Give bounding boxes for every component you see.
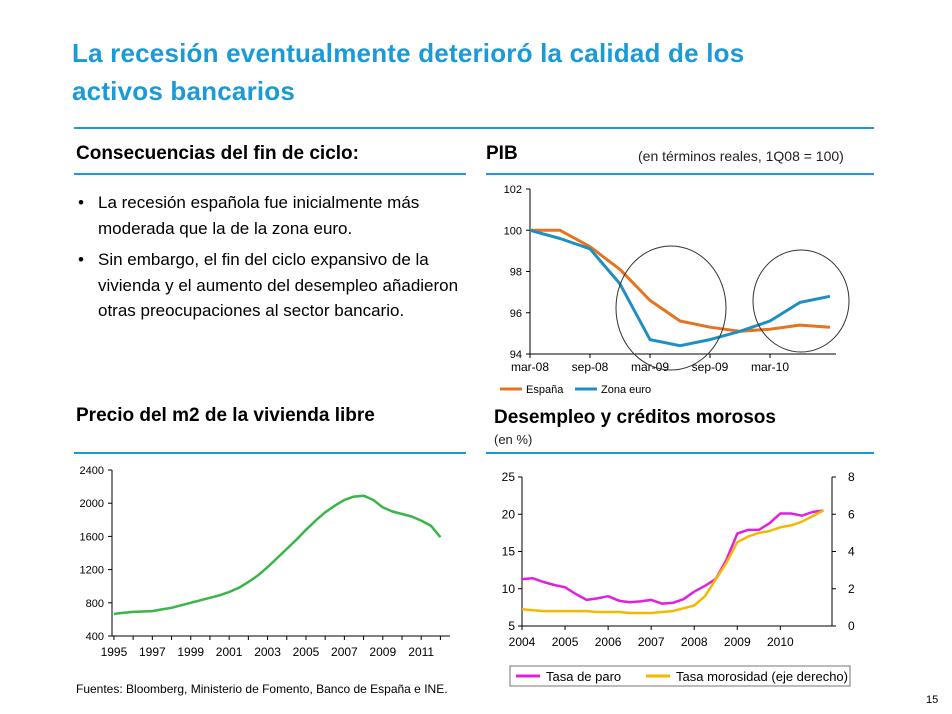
legend-label: Tasa de paro: [546, 669, 621, 684]
x-tick-label: 2001: [216, 645, 243, 659]
consecuencias-bullets: La recesión española fue inicialmente má…: [76, 190, 466, 330]
pib-subtitle: (en términos reales, 1Q08 = 100): [638, 148, 844, 164]
x-tick-label: 2006: [595, 635, 622, 649]
x-tick-label: 2005: [293, 645, 320, 659]
x-tick-label: 1999: [177, 645, 204, 659]
y-tick-label: 102: [504, 184, 522, 196]
x-tick-label: mar-10: [751, 360, 789, 374]
y-tick-label-left: 20: [502, 507, 516, 521]
y-tick-label-right: 0: [848, 619, 855, 633]
y-tick-label-right: 2: [848, 582, 855, 596]
annotation-circle: [615, 245, 727, 371]
consecuencias-heading: Consecuencias del fin de ciclo:: [76, 143, 359, 164]
desempleo-heading: Desempleo y créditos morosos: [494, 407, 776, 428]
vivienda-rule: [74, 452, 466, 454]
x-tick-label: mar-09: [631, 360, 669, 374]
x-tick-label: 2008: [681, 635, 708, 649]
desempleo-rule: [486, 452, 874, 454]
y-tick-label-left: 5: [508, 619, 515, 633]
pib-rule: [486, 173, 874, 175]
page-title: La recesión eventualmente deterioró la c…: [72, 38, 745, 106]
x-tick-label: 2007: [638, 635, 665, 649]
x-tick-label: 1995: [101, 645, 128, 659]
consecuencias-rule: [74, 173, 466, 175]
legend-label: Tasa morosidad (eje derecho): [676, 669, 848, 684]
pib-heading: PIB: [486, 143, 518, 164]
x-tick-label: 1997: [139, 645, 166, 659]
y-tick-label-right: 8: [848, 470, 855, 484]
x-tick-label: sep-08: [572, 360, 609, 374]
bullet-item: Sin embargo, el fin del ciclo expansivo …: [76, 247, 466, 324]
bullet-item: La recesión española fue inicialmente má…: [76, 190, 466, 241]
y-tick-label: 1200: [80, 565, 104, 577]
desempleo-subtitle: (en %): [494, 432, 533, 447]
x-tick-label: 2004: [509, 635, 536, 649]
x-tick-label: 2007: [331, 645, 358, 659]
legend-box: [509, 665, 851, 687]
legend-label: Zona euro: [601, 384, 651, 396]
y-tick-label: 1600: [80, 531, 104, 543]
x-tick-label: 2009: [724, 635, 751, 649]
x-tick-label: 2011: [408, 645, 434, 659]
series-line-paro: [521, 509, 824, 605]
vivienda-heading: Precio del m2 de la vivienda libre: [76, 405, 375, 426]
x-tick-label: 2005: [552, 635, 579, 649]
x-tick-label: mar-08: [511, 360, 549, 374]
series-line-espana: [530, 228, 831, 333]
y-tick-label: 96: [510, 308, 522, 320]
page-number: 15: [926, 694, 939, 706]
y-tick-label: 100: [504, 225, 522, 237]
y-tick-label-right: 4: [848, 545, 855, 559]
y-tick-label: 94: [510, 349, 522, 361]
source-note: Fuentes: Bloomberg, Ministerio de Foment…: [76, 682, 448, 696]
x-tick-label: 2009: [369, 645, 396, 659]
y-tick-label-right: 6: [848, 507, 855, 521]
x-tick-label: sep-09: [692, 360, 729, 374]
annotation-circle: [752, 249, 850, 353]
y-tick-label: 800: [86, 598, 104, 610]
x-tick-label: 2003: [254, 645, 281, 659]
top-rule-left: [74, 127, 874, 129]
series-line-morosidad: [521, 509, 824, 615]
y-tick-label-left: 10: [502, 582, 516, 596]
series-line-precio: [113, 494, 442, 616]
y-tick-label: 2400: [80, 465, 104, 477]
y-tick-label: 98: [510, 267, 522, 279]
y-tick-label: 400: [86, 631, 104, 643]
x-tick-label: 2010: [767, 635, 794, 649]
y-tick-label: 2000: [80, 498, 104, 510]
y-tick-label-left: 15: [502, 545, 516, 559]
legend-label: España: [526, 384, 564, 396]
y-tick-label-left: 25: [502, 470, 516, 484]
series-line-zona-euro: [529, 228, 831, 348]
